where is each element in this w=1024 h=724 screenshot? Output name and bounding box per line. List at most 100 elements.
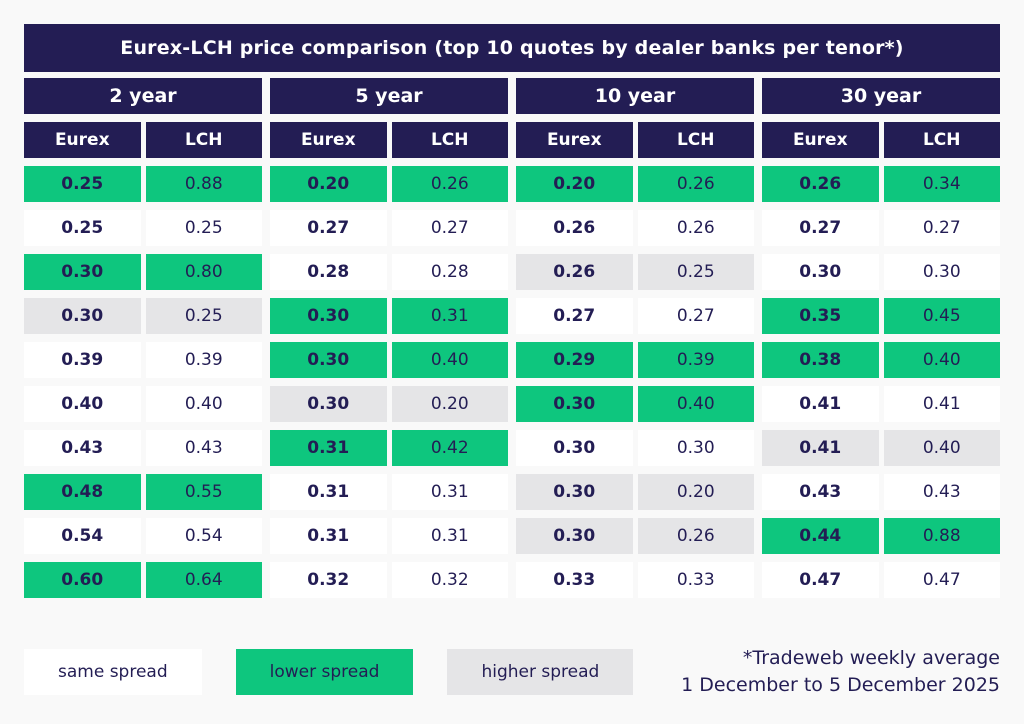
table-row: 0.35 0.45	[762, 297, 1000, 334]
price-cell-eurex: 0.20	[270, 165, 387, 202]
table-title: Eurex-LCH price comparison (top 10 quote…	[24, 24, 1000, 72]
table-row: 0.26 0.25	[516, 253, 754, 290]
table-row: 0.20 0.26	[516, 165, 754, 202]
price-cell-lch: 0.40	[637, 385, 754, 422]
price-cell-lch: 0.88	[883, 517, 1000, 554]
table-row: 0.27 0.27	[270, 209, 508, 246]
price-cell-eurex: 0.43	[24, 429, 141, 466]
table-row: 0.54 0.54	[24, 517, 262, 554]
price-cell-eurex: 0.31	[270, 517, 387, 554]
table-row: 0.40 0.40	[24, 385, 262, 422]
table-row: 0.30 0.31	[270, 297, 508, 334]
price-cell-lch: 0.28	[391, 253, 508, 290]
price-cell-lch: 0.45	[883, 297, 1000, 334]
table-row: 0.30 0.80	[24, 253, 262, 290]
price-cell-lch: 0.27	[883, 209, 1000, 246]
table-row: 0.31 0.31	[270, 517, 508, 554]
price-cell-lch: 0.31	[391, 517, 508, 554]
table-row: 0.30 0.30	[516, 429, 754, 466]
price-cell-lch: 0.33	[637, 561, 754, 598]
tenor-header: 10 year	[516, 77, 754, 114]
price-cell-lch: 0.39	[145, 341, 262, 378]
table-row: 0.26 0.26	[516, 209, 754, 246]
price-cell-eurex: 0.54	[24, 517, 141, 554]
price-cell-eurex: 0.30	[270, 297, 387, 334]
column-header-lch: LCH	[391, 121, 508, 158]
price-cell-eurex: 0.30	[516, 517, 633, 554]
price-cell-eurex: 0.30	[24, 253, 141, 290]
table-row: 0.30 0.20	[270, 385, 508, 422]
legend-item-lower-spread: lower spread	[235, 649, 414, 696]
price-cell-lch: 0.43	[145, 429, 262, 466]
table-row: 0.60 0.64	[24, 561, 262, 598]
table-row: 0.47 0.47	[762, 561, 1000, 598]
table-row: 0.31 0.31	[270, 473, 508, 510]
table-row: 0.25 0.88	[24, 165, 262, 202]
price-cell-eurex: 0.26	[516, 253, 633, 290]
tenor-header: 5 year	[270, 77, 508, 114]
table-row: 0.38 0.40	[762, 341, 1000, 378]
price-cell-lch: 0.26	[637, 209, 754, 246]
price-cell-lch: 0.40	[145, 385, 262, 422]
price-cell-eurex: 0.60	[24, 561, 141, 598]
price-cell-eurex: 0.31	[270, 429, 387, 466]
price-cell-lch: 0.26	[637, 165, 754, 202]
price-cell-lch: 0.20	[391, 385, 508, 422]
table-row: 0.30 0.40	[516, 385, 754, 422]
price-cell-lch: 0.26	[637, 517, 754, 554]
price-cell-eurex: 0.30	[270, 341, 387, 378]
legend-item-same-spread: same spread	[24, 649, 202, 696]
legend: same spread lower spread higher spread	[24, 649, 634, 696]
group-rows: 0.20 0.26 0.26 0.26 0.26 0.25 0.27 0.27 0.29 0.39…	[516, 165, 754, 598]
price-cell-eurex: 0.27	[762, 209, 879, 246]
price-cell-lch: 0.34	[883, 165, 1000, 202]
price-cell-lch: 0.40	[883, 429, 1000, 466]
price-cell-eurex: 0.41	[762, 385, 879, 422]
table-row: 0.30 0.20	[516, 473, 754, 510]
price-cell-lch: 0.41	[883, 385, 1000, 422]
price-cell-eurex: 0.25	[24, 209, 141, 246]
price-cell-eurex: 0.30	[516, 473, 633, 510]
price-cell-eurex: 0.43	[762, 473, 879, 510]
price-cell-lch: 0.55	[145, 473, 262, 510]
tenor-group: 30 year Eurex LCH 0.26 0.34 0.27 0.27 0.30 0.3…	[762, 77, 1000, 598]
tenor-group: 2 year Eurex LCH 0.25 0.88 0.25 0.25 0.30 0.80…	[24, 77, 262, 598]
price-cell-lch: 0.43	[883, 473, 1000, 510]
price-cell-lch: 0.30	[883, 253, 1000, 290]
tenor-header: 2 year	[24, 77, 262, 114]
footer: same spread lower spread higher spread *Tr…	[24, 645, 1000, 700]
price-cell-lch: 0.80	[145, 253, 262, 290]
price-cell-eurex: 0.32	[270, 561, 387, 598]
subheader-pair: Eurex LCH	[270, 121, 508, 158]
column-header-eurex: Eurex	[24, 121, 141, 158]
table-row: 0.33 0.33	[516, 561, 754, 598]
column-header-eurex: Eurex	[762, 121, 879, 158]
legend-item-higher-spread: higher spread	[447, 649, 634, 696]
price-cell-lch: 0.40	[391, 341, 508, 378]
table-row: 0.43 0.43	[762, 473, 1000, 510]
footnote: *Tradeweb weekly average 1 December to 5…	[681, 645, 1000, 700]
price-cell-lch: 0.27	[637, 297, 754, 334]
table-row: 0.39 0.39	[24, 341, 262, 378]
price-cell-lch: 0.30	[637, 429, 754, 466]
column-header-eurex: Eurex	[516, 121, 633, 158]
price-cell-lch: 0.25	[637, 253, 754, 290]
table-row: 0.32 0.32	[270, 561, 508, 598]
groups-container: 2 year Eurex LCH 0.25 0.88 0.25 0.25 0.30 0.80…	[24, 77, 1000, 598]
price-cell-lch: 0.26	[391, 165, 508, 202]
price-cell-eurex: 0.20	[516, 165, 633, 202]
price-cell-eurex: 0.39	[24, 341, 141, 378]
column-header-lch: LCH	[145, 121, 262, 158]
tenor-group: 5 year Eurex LCH 0.20 0.26 0.27 0.27 0.28 0.28…	[270, 77, 508, 598]
table-row: 0.30 0.26	[516, 517, 754, 554]
table-row: 0.31 0.42	[270, 429, 508, 466]
subheader-pair: Eurex LCH	[516, 121, 754, 158]
price-cell-eurex: 0.30	[516, 429, 633, 466]
table-row: 0.44 0.88	[762, 517, 1000, 554]
column-header-lch: LCH	[637, 121, 754, 158]
price-cell-eurex: 0.38	[762, 341, 879, 378]
price-cell-lch: 0.54	[145, 517, 262, 554]
price-cell-eurex: 0.30	[762, 253, 879, 290]
price-cell-lch: 0.47	[883, 561, 1000, 598]
table-row: 0.29 0.39	[516, 341, 754, 378]
